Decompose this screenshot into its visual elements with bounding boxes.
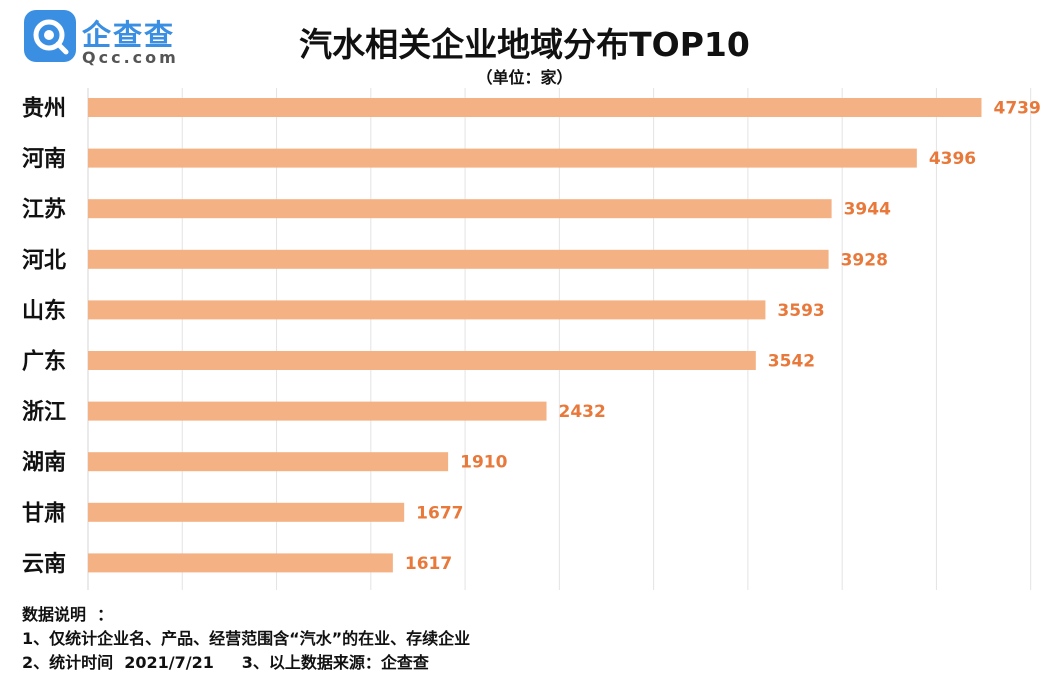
notes-line-1: 1、仅统计企业名、产品、经营范围含“汽水”的在业、存续企业: [22, 629, 471, 648]
brand-domain: Qcc.com: [82, 48, 179, 67]
data-label: 1910: [460, 453, 507, 473]
category-label: 河北: [22, 248, 66, 273]
notes-line-2: 2、统计时间 2021/7/21 3、以上数据来源：企查查: [22, 653, 429, 672]
notes-heading: 数据说明 ：: [22, 605, 114, 624]
category-label: 山东: [22, 298, 66, 324]
data-label: 2432: [559, 402, 606, 422]
category-label: 江苏: [22, 197, 66, 223]
bar: [88, 300, 766, 320]
brand-name: 企查查: [82, 18, 176, 52]
bar: [88, 351, 756, 370]
category-label: 贵州: [22, 97, 66, 122]
category-label: 广东: [22, 349, 66, 375]
data-label: 4739: [993, 99, 1040, 119]
category-label: 河南: [22, 147, 66, 172]
category-label: 湖南: [22, 451, 66, 476]
data-label: 3542: [768, 352, 815, 372]
data-label: 4396: [929, 149, 976, 169]
brand-logo: 企查查 Qcc.com: [24, 10, 184, 70]
data-label: 3593: [777, 301, 824, 321]
qcc-magnifier-logo-icon: [24, 10, 76, 62]
data-label: 1617: [405, 554, 452, 574]
category-label: 甘肃: [22, 500, 66, 526]
category-label: 浙江: [22, 400, 66, 425]
category-label: 云南: [22, 552, 66, 577]
bar: [88, 148, 917, 168]
bar: [88, 452, 449, 472]
bar: [88, 199, 832, 219]
chart-title: 汽水相关企业地域分布TOP10: [299, 25, 750, 64]
bar: [88, 401, 547, 421]
bar: [88, 98, 982, 117]
data-label: 1677: [416, 503, 463, 523]
bar: [88, 502, 405, 522]
data-notes: 数据说明 ： 1、仅统计企业名、产品、经营范围含“汽水”的在业、存续企业 2、统…: [22, 603, 470, 675]
bar: [88, 249, 829, 269]
bar: [88, 553, 393, 573]
bar-chart: 贵州 4739 河南 4396 江苏 3944 河北 3928 山东 3593 广东 3542 浙江 24…: [22, 88, 1041, 590]
data-label: 3944: [844, 200, 891, 220]
data-label: 3928: [841, 250, 888, 270]
chart-subtitle: （单位：家）: [476, 68, 573, 87]
